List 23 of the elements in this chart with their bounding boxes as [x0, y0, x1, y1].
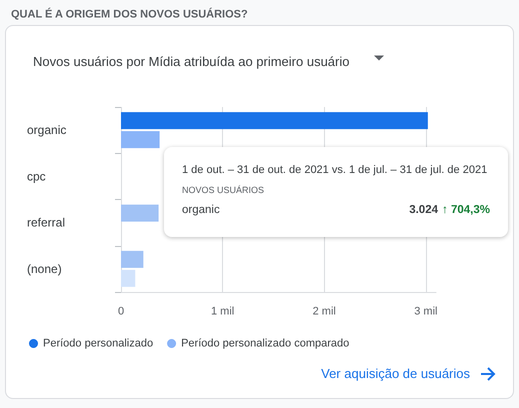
annotation: NOVOS USUÁRIOS: [182, 185, 264, 195]
annotation: 1 de out. – 31 de out. de 2021 vs. 1 de jul. – 31 de jul. de 2021: [182, 164, 488, 176]
bar: [121, 131, 160, 148]
text: Ver aquisição de usuários: [321, 366, 470, 381]
legend-label: Período personalizado: [43, 338, 154, 350]
y-tick-label: referral: [27, 216, 66, 230]
legend-label: Período personalizado comparado: [181, 338, 350, 350]
chart-subtitle: Novos usuários por Mídia atribuída ao primeiro usuário: [33, 54, 350, 69]
text: ↑ 704,3%: [442, 204, 490, 216]
bar: [121, 270, 136, 287]
x-tick-label: 3 mil: [414, 306, 438, 318]
annotation: organic: [182, 204, 220, 216]
x-tick-label: 2 mil: [312, 306, 336, 318]
x-tick-label: 0: [118, 306, 124, 318]
bar: [121, 112, 428, 130]
y-tick-label: (none): [27, 262, 62, 276]
chart-title: QUAL É A ORIGEM DOS NOVOS USUÁRIOS?: [11, 8, 248, 20]
bar: [121, 250, 144, 268]
annotation: 3.024: [409, 204, 438, 216]
bar: [121, 204, 159, 222]
y-tick-label: organic: [27, 123, 66, 138]
x-tick-label: 1 mil: [210, 306, 234, 318]
y-tick-label: cpc: [27, 169, 46, 184]
